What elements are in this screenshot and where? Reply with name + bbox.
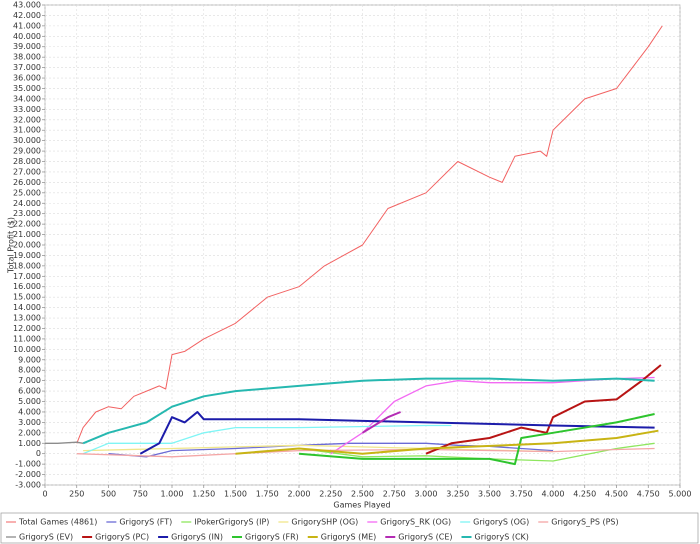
x-tick-label: 4.250	[573, 490, 596, 499]
x-tick-label: 4.500	[605, 490, 628, 499]
y-tick-label: 17.000	[13, 272, 41, 281]
legend-box	[0, 512, 699, 544]
series-line	[235, 429, 659, 455]
y-tick-label: 32.000	[13, 115, 41, 124]
y-tick-label: 19.000	[13, 251, 41, 260]
y-tick-label: 35.000	[13, 84, 41, 93]
legend-label: Total Games (4861)	[18, 518, 97, 527]
x-tick-label: 3.000	[415, 490, 438, 499]
x-tick-label: 1.500	[224, 490, 247, 499]
x-tick-label: 3.750	[510, 490, 533, 499]
y-tick-label: 1.000	[18, 439, 41, 448]
y-tick-label: 3.000	[18, 418, 41, 427]
series-line	[76, 25, 663, 444]
x-tick-label: 4.750	[637, 490, 660, 499]
y-tick-label: 24.000	[13, 199, 41, 208]
y-tick-label: 14.000	[13, 303, 41, 312]
x-tick-label: 4.000	[542, 490, 565, 499]
y-tick-label: 5.000	[18, 397, 41, 406]
y-tick-label: 40.000	[13, 32, 41, 41]
legend-label: GrigoryS (PC)	[95, 533, 149, 542]
legend-label: GrigoryS (OG)	[473, 518, 529, 527]
y-tick-label: 29.000	[13, 147, 41, 156]
y-tick-label: 21.000	[13, 230, 41, 239]
y-tick-label: 39.000	[13, 42, 41, 51]
x-tick-label: 500	[101, 490, 116, 499]
y-tick-label: 10.000	[13, 345, 41, 354]
y-tick-label: 37.000	[13, 63, 41, 72]
y-tick-label: 31.000	[13, 126, 41, 135]
x-tick-label: 250	[69, 490, 84, 499]
x-tick-label: 3.500	[478, 490, 501, 499]
y-tick-label: -1.000	[15, 460, 41, 469]
y-tick-label: 30.000	[13, 136, 41, 145]
x-tick-label: 0	[42, 490, 47, 499]
y-tick-label: 2.000	[18, 428, 41, 437]
series-line	[83, 444, 554, 453]
x-tick-label: 2.500	[351, 490, 374, 499]
series-line	[45, 441, 84, 444]
x-axis-title: Games Played	[333, 501, 390, 510]
y-tick-label: 25.000	[13, 188, 41, 197]
y-tick-label: 8.000	[18, 366, 41, 375]
y-tick-label: 22.000	[13, 220, 41, 229]
legend-label: GrigoryS (EV)	[19, 533, 73, 542]
legend-label: IPokerGrigoryS (IP)	[194, 518, 269, 527]
y-tick-label: 23.000	[13, 209, 41, 218]
y-tick-label: 4.000	[18, 407, 41, 416]
legend-label: GrigorySΗP (OG)	[291, 518, 358, 527]
y-tick-label: 43.000	[13, 1, 41, 10]
y-tick-label: 12.000	[13, 324, 41, 333]
x-tick-label: 2.000	[288, 490, 311, 499]
legend-label: GrigoryS (FR)	[245, 533, 299, 542]
y-tick-label: 6.000	[18, 387, 41, 396]
series-line	[139, 411, 655, 455]
x-tick-label: 1.750	[256, 490, 279, 499]
x-tick-label: 3.250	[446, 490, 469, 499]
x-tick-label: 2.750	[383, 490, 406, 499]
y-tick-label: 34.000	[13, 94, 41, 103]
y-tick-label: 15.000	[13, 293, 41, 302]
x-tick-label: 1.000	[161, 490, 184, 499]
legend-label: GrigoryS (ME)	[321, 533, 377, 542]
y-tick-label: 20.000	[13, 241, 41, 250]
legend-label: GrigoryS (CK)	[475, 533, 529, 542]
legend-label: GrigoryS (CE)	[398, 533, 452, 542]
legend-label: GrigoryS_PS (PS)	[551, 518, 618, 527]
y-tick-label: 36.000	[13, 74, 41, 83]
y-tick-label: 27.000	[13, 167, 41, 176]
x-tick-label: 2.250	[319, 490, 342, 499]
y-tick-label: 13.000	[13, 314, 41, 323]
y-tick-label: -3.000	[15, 481, 41, 490]
y-tick-label: 0	[36, 449, 41, 458]
y-tick-label: 26.000	[13, 178, 41, 187]
x-tick-label: 5.000	[669, 490, 692, 499]
legend-label: GrigoryS (FT)	[119, 518, 172, 527]
y-tick-label: 38.000	[13, 53, 41, 62]
y-tick-label: 9.000	[18, 355, 41, 364]
x-tick-label: 750	[133, 490, 148, 499]
x-tick-label: 1.250	[192, 490, 215, 499]
y-tick-label: 11.000	[13, 334, 41, 343]
legend-label: GrigoryS (IN)	[171, 533, 223, 542]
y-tick-label: 16.000	[13, 282, 41, 291]
y-tick-label: 7.000	[18, 376, 41, 385]
y-tick-label: 28.000	[13, 157, 41, 166]
series-line	[361, 411, 401, 434]
y-axis-title: Total Profit ($)	[7, 217, 16, 274]
y-tick-label: 18.000	[13, 261, 41, 270]
series-line	[82, 377, 655, 445]
y-tick-label: 42.000	[13, 11, 41, 20]
series-line	[298, 413, 655, 466]
series-line	[82, 424, 452, 455]
y-tick-label: 33.000	[13, 105, 41, 114]
y-tick-label: -2.000	[15, 470, 41, 479]
legend-label: GrigoryS_RK (OG)	[380, 518, 451, 527]
y-tick-label: 41.000	[13, 21, 41, 30]
